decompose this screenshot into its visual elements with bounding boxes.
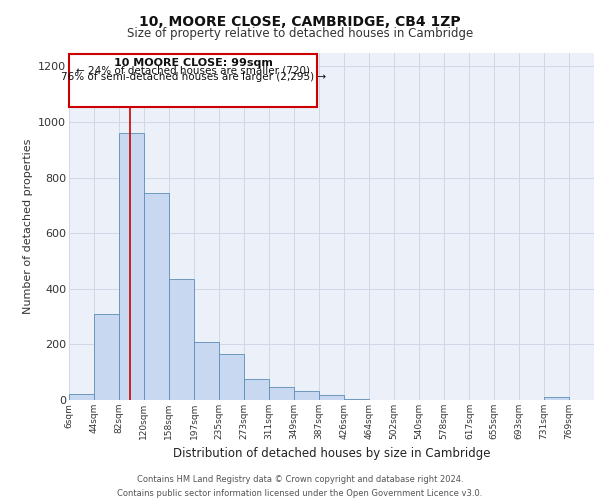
Bar <box>544 397 569 400</box>
Text: 10 MOORE CLOSE: 99sqm: 10 MOORE CLOSE: 99sqm <box>114 58 272 68</box>
Text: 10, MOORE CLOSE, CAMBRIDGE, CB4 1ZP: 10, MOORE CLOSE, CAMBRIDGE, CB4 1ZP <box>139 15 461 29</box>
Text: Size of property relative to detached houses in Cambridge: Size of property relative to detached ho… <box>127 28 473 40</box>
Text: ← 24% of detached houses are smaller (720): ← 24% of detached houses are smaller (72… <box>76 65 310 75</box>
Bar <box>169 279 194 400</box>
Bar <box>144 193 169 400</box>
Bar <box>344 398 369 400</box>
Bar <box>244 379 269 400</box>
Bar <box>194 342 219 400</box>
Bar <box>119 133 144 400</box>
Y-axis label: Number of detached properties: Number of detached properties <box>23 138 32 314</box>
X-axis label: Distribution of detached houses by size in Cambridge: Distribution of detached houses by size … <box>173 448 490 460</box>
Bar <box>69 394 94 400</box>
Bar <box>294 391 319 400</box>
Text: Contains HM Land Registry data © Crown copyright and database right 2024.
Contai: Contains HM Land Registry data © Crown c… <box>118 476 482 498</box>
Text: 76% of semi-detached houses are larger (2,295) →: 76% of semi-detached houses are larger (… <box>61 72 326 82</box>
Bar <box>219 354 244 400</box>
FancyBboxPatch shape <box>69 54 317 106</box>
Bar <box>319 395 344 400</box>
Bar <box>94 314 119 400</box>
Bar <box>269 387 294 400</box>
